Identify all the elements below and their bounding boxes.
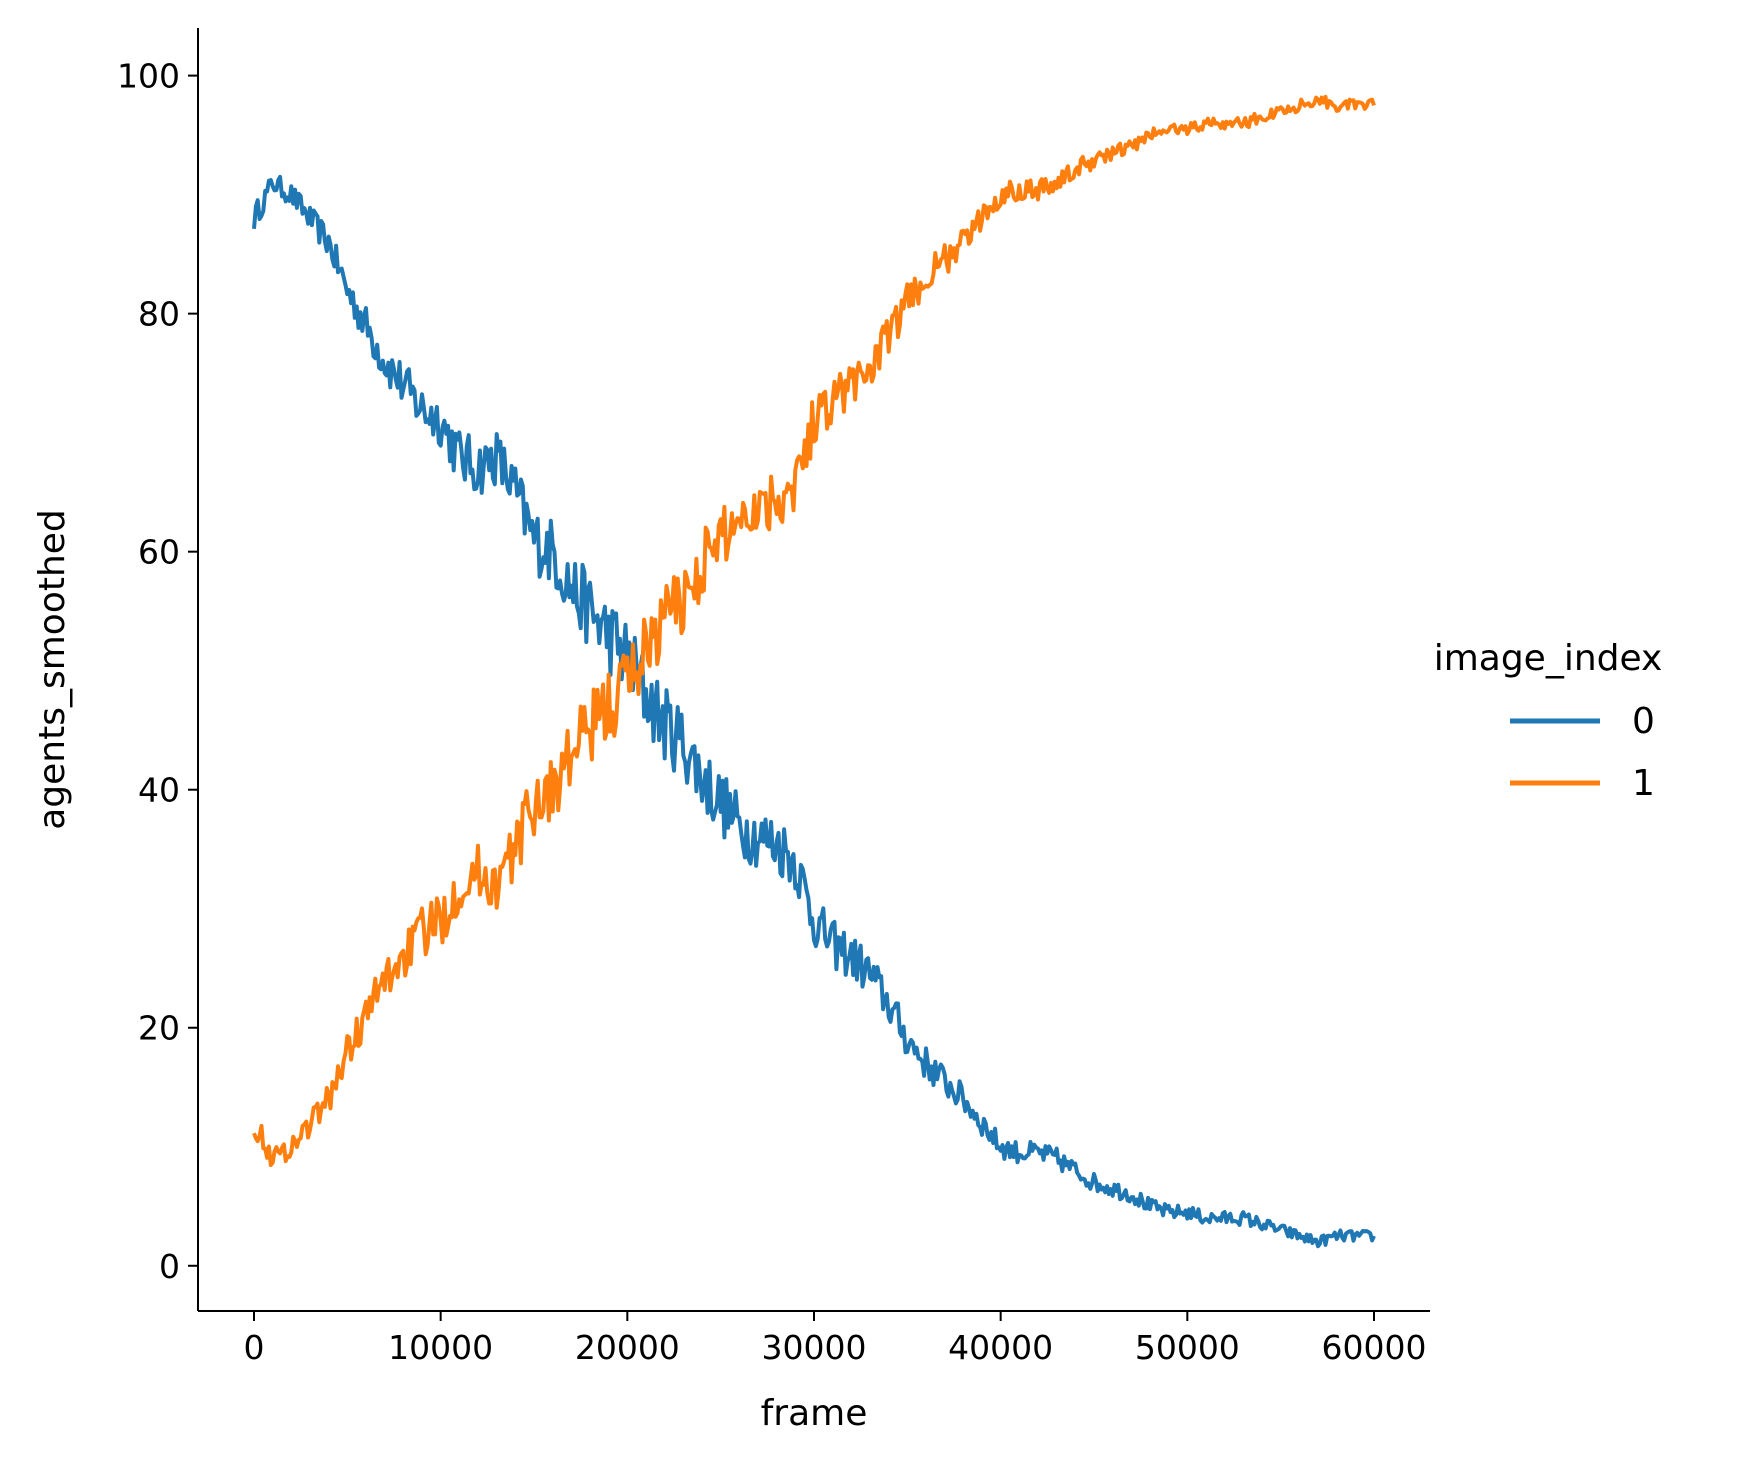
x-tick-label: 40000 xyxy=(948,1328,1053,1367)
y-tick-label: 60 xyxy=(138,533,180,572)
series-line-1 xyxy=(252,94,1376,1167)
legend-label-0: 0 xyxy=(1632,701,1655,742)
x-ticks: 0 10000 20000 30000 40000 50000 60000 xyxy=(244,1311,1427,1367)
y-tick-label: 0 xyxy=(159,1247,180,1286)
legend: image_index 01 xyxy=(1434,638,1663,804)
y-tick-label: 20 xyxy=(138,1009,180,1048)
x-tick-label: 10000 xyxy=(388,1328,493,1367)
series-line-0 xyxy=(252,174,1376,1249)
x-tick-label: 50000 xyxy=(1135,1328,1240,1367)
series-layer xyxy=(252,94,1376,1249)
y-ticks: 0 20 40 60 80 100 xyxy=(117,57,198,1286)
legend-title: image_index xyxy=(1434,638,1663,679)
x-tick-label: 60000 xyxy=(1322,1328,1427,1367)
y-tick-label: 80 xyxy=(138,295,180,334)
y-tick-label: 100 xyxy=(117,57,180,96)
legend-items: 01 xyxy=(1510,701,1655,804)
x-axis-label: frame xyxy=(761,1393,868,1434)
legend-label-1: 1 xyxy=(1632,763,1655,804)
x-tick-label: 0 xyxy=(244,1328,265,1367)
x-tick-label: 20000 xyxy=(575,1328,680,1367)
y-axis-label: agents_smoothed xyxy=(32,509,73,830)
x-tick-label: 30000 xyxy=(762,1328,867,1367)
y-tick-label: 40 xyxy=(138,771,180,810)
axes xyxy=(197,28,1430,1312)
